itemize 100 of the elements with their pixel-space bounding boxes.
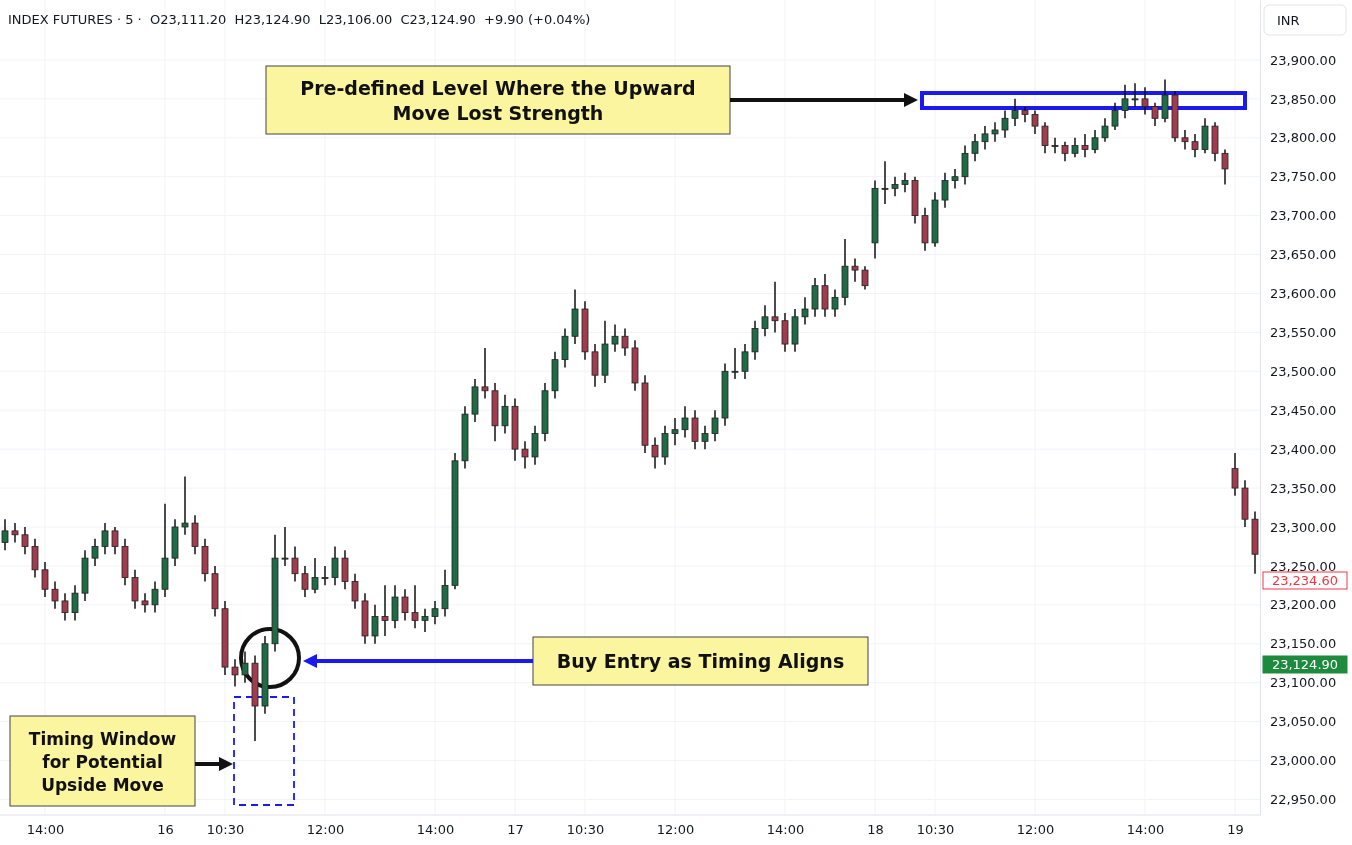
x-tick-label: 19 <box>1227 822 1244 838</box>
x-tick-label: 10:30 <box>206 822 245 838</box>
y-tick-label: 23,000.00 <box>1270 753 1337 769</box>
candlestick <box>981 125 989 151</box>
candlestick <box>1111 102 1119 131</box>
candlestick <box>1231 452 1239 497</box>
candlestick <box>401 588 409 622</box>
candlestick <box>761 304 769 338</box>
candlestick <box>1221 148 1229 186</box>
candlestick <box>611 323 619 353</box>
y-tick-label: 23,850.00 <box>1270 91 1337 107</box>
candlestick <box>821 273 829 318</box>
candlestick <box>431 600 439 626</box>
x-tick-label: 16 <box>157 822 174 838</box>
candlestick <box>151 580 159 614</box>
x-tick-label: 14:00 <box>766 822 805 838</box>
candlestick <box>1041 121 1049 155</box>
y-tick-label: 23,300.00 <box>1270 519 1337 535</box>
candlestick <box>1161 78 1169 123</box>
candlestick <box>141 592 149 614</box>
candlestick <box>71 584 79 622</box>
candlestick <box>1001 109 1009 139</box>
y-tick-label: 23,700.00 <box>1270 208 1337 224</box>
y-tick-label: 23,450.00 <box>1270 402 1337 418</box>
candlestick <box>321 565 329 587</box>
candlestick <box>1151 102 1159 127</box>
candlestick <box>861 265 869 291</box>
candlestick <box>1081 133 1089 158</box>
candlestick <box>61 592 69 622</box>
candlestick <box>1061 140 1069 162</box>
candlestick <box>281 526 289 567</box>
candlestick <box>241 650 249 684</box>
candlestick <box>671 417 679 446</box>
candlestick <box>11 522 19 544</box>
candlestick <box>1141 86 1149 116</box>
candlestick <box>231 658 239 688</box>
candlestick <box>371 604 379 645</box>
candlestick <box>901 172 909 194</box>
candlestick <box>41 561 49 598</box>
candlestick <box>131 569 139 610</box>
x-tick-label: 14:00 <box>26 822 65 838</box>
candlestick <box>111 526 119 555</box>
candlestick <box>481 347 489 400</box>
y-tick-label: 23,800.00 <box>1270 130 1337 146</box>
candlestick <box>621 327 629 357</box>
y-tick-label: 23,400.00 <box>1270 441 1337 457</box>
candlestick <box>771 281 779 334</box>
x-tick-label: 18 <box>867 822 884 838</box>
candlestick <box>1201 117 1209 155</box>
candlestick <box>751 319 759 361</box>
candlestick <box>1051 137 1059 155</box>
text: INR <box>1277 13 1300 28</box>
candlestick <box>311 557 319 594</box>
candlestick <box>701 425 709 450</box>
candlestick <box>341 549 349 591</box>
candlestick <box>1 518 9 552</box>
candlestick <box>681 405 689 439</box>
candlestick <box>561 327 569 369</box>
candlestick <box>421 607 429 633</box>
annotation: Timing Window for Potential Upside Move <box>28 729 177 795</box>
candlestick <box>891 175 899 197</box>
candlestick <box>1031 109 1039 135</box>
y-tick-label: 23,650.00 <box>1270 247 1337 263</box>
y-tick-label: 23,050.00 <box>1270 714 1337 730</box>
candlestick <box>331 545 339 587</box>
candlestick <box>951 168 959 190</box>
y-tick-label: 23,100.00 <box>1270 675 1337 691</box>
candlestick <box>991 121 999 143</box>
x-tick-label: 12:00 <box>656 822 695 838</box>
candlestick <box>881 160 889 205</box>
candlestick <box>191 514 199 555</box>
candlestick <box>691 409 699 450</box>
candlestick <box>291 545 299 583</box>
candlestick <box>101 522 109 555</box>
candlestick <box>381 584 389 637</box>
candlestick <box>801 296 809 326</box>
candlestick <box>1121 84 1129 120</box>
x-tick-label: 14:00 <box>416 822 455 838</box>
x-tick-label: 10:30 <box>916 822 955 838</box>
candlestick <box>781 312 789 353</box>
x-tick-label: 12:00 <box>1016 822 1055 838</box>
candlestick <box>661 425 669 466</box>
candlestick <box>301 565 309 598</box>
candlestick <box>731 347 739 380</box>
y-tick-label: 22,950.00 <box>1270 792 1337 808</box>
y-tick-label: 23,750.00 <box>1270 169 1337 185</box>
text: 23,124.90 <box>1271 657 1339 672</box>
candlestick <box>91 537 99 567</box>
candlestick <box>411 584 419 629</box>
candlestick <box>811 277 819 318</box>
candlestick <box>1011 98 1019 127</box>
text: 23,234.60 <box>1271 573 1339 588</box>
candlestick <box>591 343 599 388</box>
candlestick <box>1181 129 1189 151</box>
y-tick-label: 23,900.00 <box>1270 52 1337 68</box>
candlestick <box>1091 129 1099 155</box>
candlestick <box>501 393 509 435</box>
candlestick <box>741 343 749 380</box>
candlestick <box>831 288 839 318</box>
candlestick <box>1131 82 1139 108</box>
